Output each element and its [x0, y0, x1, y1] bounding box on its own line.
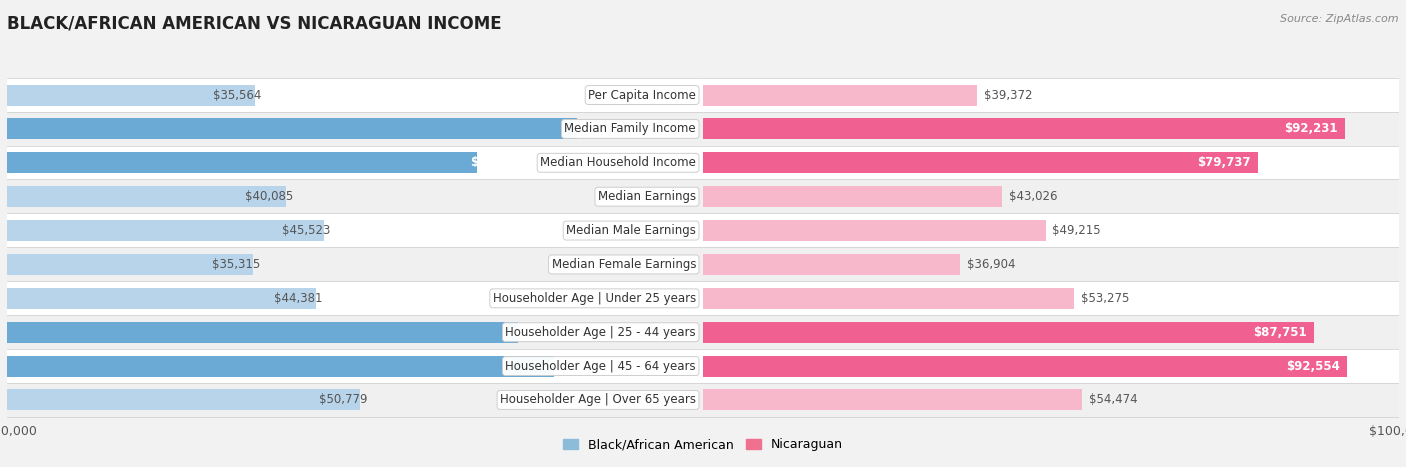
Text: Householder Age | Over 65 years: Householder Age | Over 65 years	[501, 394, 696, 406]
FancyBboxPatch shape	[703, 78, 1399, 112]
Bar	[703, 186, 1002, 207]
Text: $87,751: $87,751	[1253, 325, 1306, 339]
FancyBboxPatch shape	[7, 180, 703, 213]
Bar	[703, 119, 1346, 140]
Text: $35,315: $35,315	[211, 258, 260, 271]
FancyBboxPatch shape	[703, 146, 1399, 179]
Text: Median Household Income: Median Household Income	[540, 156, 696, 170]
Text: $40,085: $40,085	[245, 190, 292, 203]
Text: Householder Age | Under 25 years: Householder Age | Under 25 years	[492, 292, 696, 305]
Text: Median Family Income: Median Family Income	[564, 122, 696, 135]
Text: $45,523: $45,523	[283, 224, 330, 237]
FancyBboxPatch shape	[7, 214, 703, 247]
Text: $92,231: $92,231	[1285, 122, 1339, 135]
Text: $79,737: $79,737	[1198, 156, 1251, 170]
FancyBboxPatch shape	[7, 78, 703, 112]
FancyBboxPatch shape	[7, 282, 703, 315]
Text: Householder Age | 25 - 44 years: Householder Age | 25 - 44 years	[505, 325, 696, 339]
Bar	[703, 85, 977, 106]
Bar	[7, 220, 323, 241]
FancyBboxPatch shape	[703, 248, 1399, 281]
Bar	[7, 119, 576, 140]
FancyBboxPatch shape	[703, 316, 1399, 349]
FancyBboxPatch shape	[7, 383, 703, 417]
Bar	[7, 186, 285, 207]
Bar	[703, 355, 1347, 376]
Text: $81,912: $81,912	[571, 122, 624, 135]
Bar	[703, 254, 960, 275]
FancyBboxPatch shape	[7, 316, 703, 349]
Text: $39,372: $39,372	[984, 89, 1032, 101]
Text: $67,573: $67,573	[471, 156, 524, 170]
Text: $44,381: $44,381	[274, 292, 323, 305]
Text: BLACK/AFRICAN AMERICAN VS NICARAGUAN INCOME: BLACK/AFRICAN AMERICAN VS NICARAGUAN INC…	[7, 14, 502, 32]
Bar	[7, 288, 316, 309]
FancyBboxPatch shape	[7, 248, 703, 281]
Text: $78,556: $78,556	[547, 360, 600, 373]
Bar	[7, 152, 477, 173]
Legend: Black/African American, Nicaraguan: Black/African American, Nicaraguan	[558, 433, 848, 456]
Bar	[703, 288, 1074, 309]
Text: Median Earnings: Median Earnings	[598, 190, 696, 203]
FancyBboxPatch shape	[703, 180, 1399, 213]
FancyBboxPatch shape	[7, 349, 703, 382]
Text: Per Capita Income: Per Capita Income	[588, 89, 696, 101]
Text: $54,474: $54,474	[1090, 394, 1137, 406]
Text: $53,275: $53,275	[1081, 292, 1129, 305]
Text: $36,904: $36,904	[967, 258, 1015, 271]
Text: Median Female Earnings: Median Female Earnings	[551, 258, 696, 271]
Bar	[703, 389, 1083, 410]
Text: $35,564: $35,564	[214, 89, 262, 101]
Bar	[703, 220, 1046, 241]
Bar	[703, 322, 1313, 343]
Text: $43,026: $43,026	[1010, 190, 1057, 203]
Text: $92,554: $92,554	[1286, 360, 1340, 373]
Bar	[7, 389, 360, 410]
Bar	[7, 355, 554, 376]
Bar	[703, 152, 1258, 173]
FancyBboxPatch shape	[703, 383, 1399, 417]
FancyBboxPatch shape	[703, 349, 1399, 382]
Text: $49,215: $49,215	[1053, 224, 1101, 237]
Text: Median Male Earnings: Median Male Earnings	[567, 224, 696, 237]
Text: $73,370: $73,370	[510, 325, 564, 339]
Bar	[7, 85, 254, 106]
FancyBboxPatch shape	[703, 282, 1399, 315]
FancyBboxPatch shape	[703, 214, 1399, 247]
Text: Householder Age | 45 - 64 years: Householder Age | 45 - 64 years	[505, 360, 696, 373]
FancyBboxPatch shape	[7, 146, 703, 179]
FancyBboxPatch shape	[703, 113, 1399, 146]
Bar	[7, 254, 253, 275]
Text: Source: ZipAtlas.com: Source: ZipAtlas.com	[1281, 14, 1399, 24]
FancyBboxPatch shape	[7, 113, 703, 146]
Bar	[7, 322, 517, 343]
Text: $50,779: $50,779	[319, 394, 367, 406]
